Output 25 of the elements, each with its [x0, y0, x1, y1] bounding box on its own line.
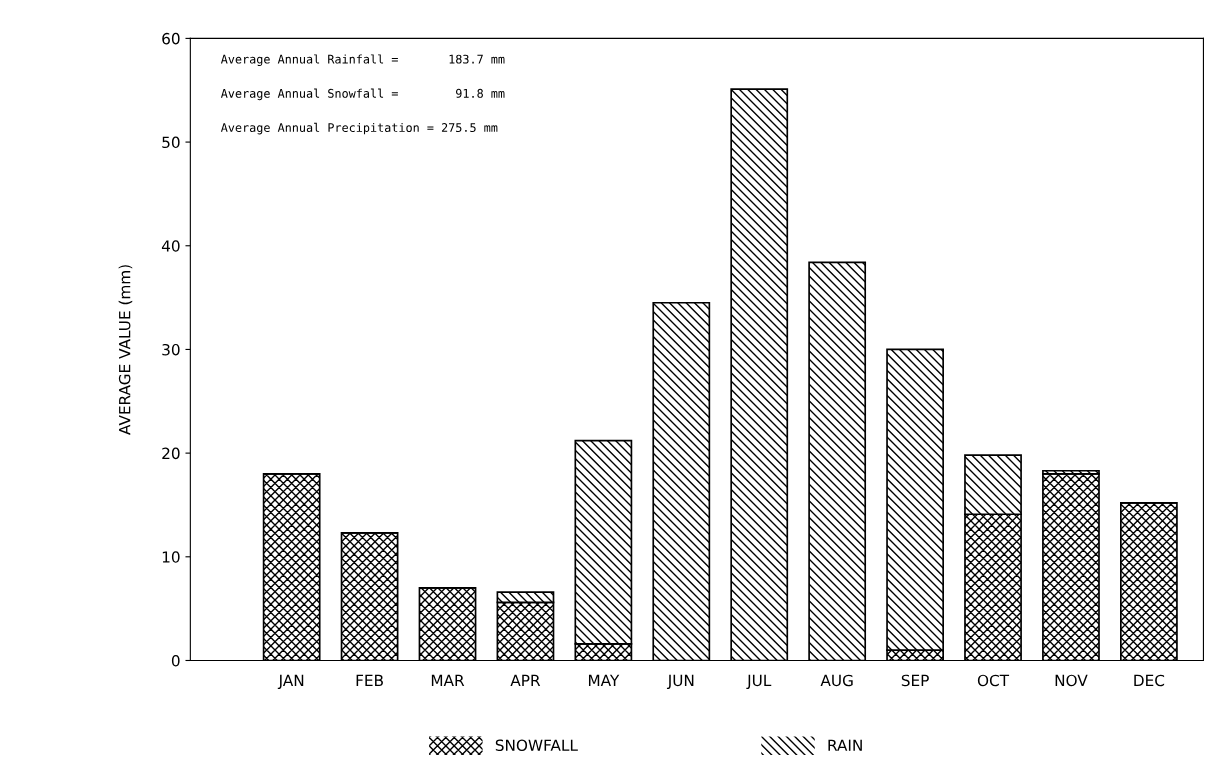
y-tick-label: 0 [171, 654, 180, 667]
legend-label: SNOWFALL [495, 739, 578, 752]
annotation: Average Annual Snowfall = 91.8 mm [220, 88, 505, 101]
x-tick-label: AUG [820, 674, 853, 687]
y-tick-label: 20 [162, 447, 180, 460]
x-tick-label: NOV [1055, 674, 1088, 687]
x-tick-label: MAY [588, 674, 620, 686]
x-tick-label: DEC [1134, 674, 1165, 687]
y-tick-label: 40 [161, 240, 180, 252]
x-tick-label: SEP [901, 674, 929, 687]
y-tick-label: 10 [162, 551, 180, 563]
x-tick-label: OCT [977, 674, 1010, 687]
legend-label: RAIN [828, 739, 862, 751]
x-tick-label: JUL [746, 674, 772, 690]
y-axis-title: AVERAGE VALUE (mm) [118, 265, 133, 435]
x-tick-label: JUN [666, 674, 694, 690]
annotation: Average Annual Precipitation = 275.5 mm [220, 122, 498, 135]
x-tick-label: MAR [431, 674, 465, 686]
y-tick-label: 30 [162, 343, 180, 356]
x-tick-label: APR [510, 674, 541, 686]
x-tick-label: JAN [277, 674, 304, 690]
y-tick-label: 50 [162, 136, 180, 149]
x-tick-label: FEB [356, 674, 383, 686]
y-tick-label: 60 [162, 32, 180, 45]
annotation: Average Annual Rainfall = 183.7 mm [220, 54, 505, 66]
